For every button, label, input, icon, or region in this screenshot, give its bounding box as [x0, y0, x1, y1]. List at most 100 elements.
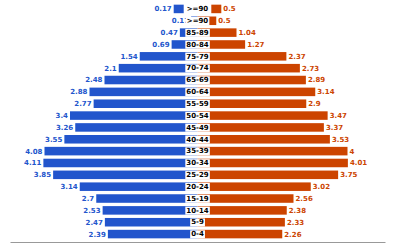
tick: 45-49	[185, 124, 210, 132]
data-label: 2.77	[74, 100, 91, 108]
bar	[198, 171, 339, 180]
data-label: 4.11	[24, 159, 41, 167]
bar	[198, 88, 316, 97]
data-label: 2.9	[308, 100, 321, 108]
data-label: 2.7	[82, 195, 95, 203]
bar	[198, 206, 287, 215]
label-background	[186, 17, 210, 25]
tick: 0-4	[190, 230, 205, 238]
data-label: 2.56	[296, 195, 313, 203]
data-label: 3.14	[60, 183, 77, 191]
tick: 15-19	[185, 195, 210, 203]
bar	[96, 194, 197, 203]
bar	[198, 218, 285, 227]
bar	[198, 159, 348, 168]
tick: >=90	[186, 17, 210, 25]
data-labels: 0.170.470.691.542.12.482.882.773.43.263.…	[24, 17, 367, 238]
data-label: 2.73	[302, 65, 319, 73]
bar	[90, 88, 198, 97]
data-label: 3.47	[330, 112, 347, 120]
data-label: 2.88	[70, 88, 87, 96]
data-label: 3.85	[34, 171, 51, 179]
tick: 10-14	[185, 207, 210, 215]
label-background	[185, 53, 210, 61]
chart-container: 0.170.470.691.542.12.482.882.773.43.263.…	[0, 0, 395, 249]
data-label: 2.89	[308, 76, 325, 84]
bar	[198, 194, 294, 203]
category-label: 65-69	[186, 76, 209, 84]
bar	[198, 230, 283, 239]
category-label: 30-34	[186, 159, 209, 167]
tick: 20-24	[185, 183, 210, 191]
tick: 70-74	[185, 64, 210, 72]
category-label: 85-89	[186, 29, 209, 37]
data-label: 2.1	[104, 65, 117, 73]
bar	[108, 230, 198, 239]
tick: 50-54	[185, 112, 210, 120]
label-background	[185, 147, 210, 155]
data-label: 3.26	[56, 124, 73, 132]
label-background	[185, 136, 210, 144]
bar	[198, 76, 306, 85]
label-background	[185, 159, 210, 167]
label-background	[185, 41, 210, 49]
bar	[198, 52, 287, 61]
category-label: 5-9	[191, 218, 204, 226]
bar	[105, 76, 198, 85]
axis-line	[11, 242, 386, 243]
tick: 75-79	[185, 53, 210, 61]
label-background	[185, 171, 210, 179]
data-label: 3.14	[317, 88, 334, 96]
label-background	[185, 207, 210, 215]
data-label: 4.01	[350, 159, 367, 167]
label-background	[185, 100, 210, 108]
x-axis	[11, 242, 386, 243]
bar	[45, 147, 198, 156]
category-label: >=90	[187, 17, 209, 25]
legend-swatch	[211, 5, 221, 14]
tick: 85-89	[185, 29, 210, 37]
data-label: 1.27	[247, 41, 264, 49]
legend-row: >=900.170.5	[154, 5, 235, 14]
legend-swatch	[174, 5, 184, 14]
bar	[198, 64, 300, 73]
tick: 25-29	[185, 171, 210, 179]
category-label: 75-79	[186, 53, 209, 61]
bar	[43, 159, 197, 168]
label-background	[185, 124, 210, 132]
data-label: 0.47	[161, 29, 178, 37]
tick: 80-84	[185, 41, 210, 49]
bar	[94, 99, 198, 108]
category-label: 40-44	[186, 136, 209, 144]
category-label: 60-64	[186, 88, 209, 96]
label-background	[185, 64, 210, 72]
data-label: 2.47	[86, 219, 103, 227]
label-background	[185, 195, 210, 203]
bar	[198, 182, 311, 191]
category-label: 25-29	[186, 171, 209, 179]
label-background	[185, 183, 210, 191]
data-label: 3.02	[313, 183, 330, 191]
bar	[80, 182, 198, 191]
category-label: 20-24	[186, 183, 209, 191]
label-background	[185, 112, 210, 120]
category-label: 45-49	[186, 124, 209, 132]
bars	[43, 17, 348, 239]
data-label: 2.33	[287, 219, 304, 227]
legend-label: >=90	[187, 5, 209, 13]
data-label: 3.55	[45, 136, 62, 144]
data-label: 3.4	[56, 112, 69, 120]
bar	[75, 123, 197, 132]
category-label: 10-14	[186, 207, 209, 215]
legend-label: 0.5	[223, 5, 236, 13]
bar	[53, 171, 197, 180]
bar	[103, 206, 198, 215]
category-label: 0-4	[191, 230, 204, 238]
category-label: 50-54	[186, 112, 209, 120]
label-background	[185, 76, 210, 84]
category-label: 70-74	[186, 64, 209, 72]
data-label: 0.5	[218, 17, 231, 25]
data-label: 3.75	[340, 171, 357, 179]
category-label: 55-59	[186, 100, 209, 108]
data-label: 2.53	[83, 207, 100, 215]
